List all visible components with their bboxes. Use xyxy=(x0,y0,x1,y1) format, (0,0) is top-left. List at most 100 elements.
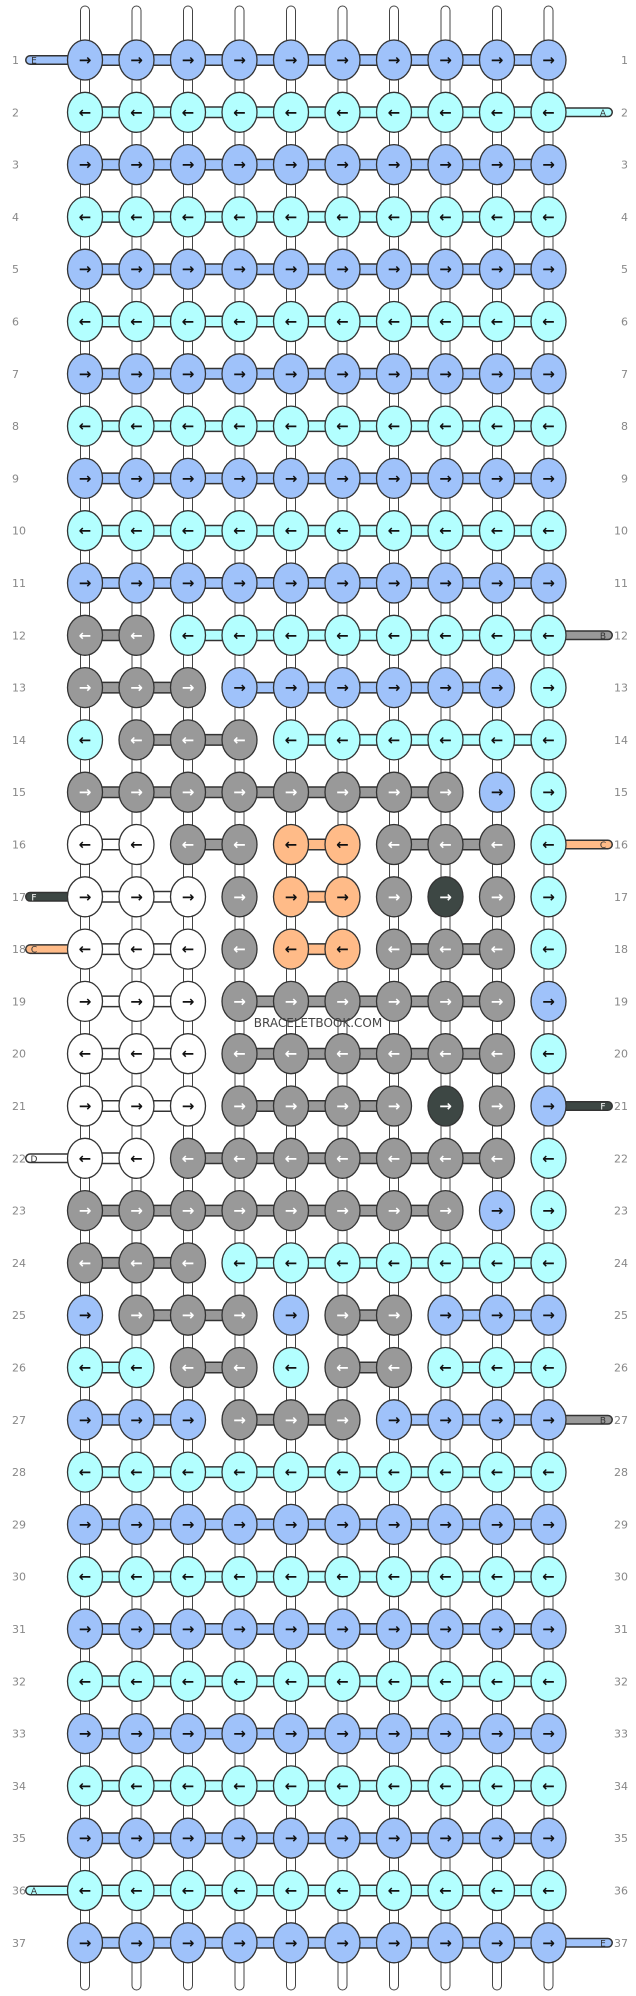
arrow-left-icon: ← xyxy=(285,208,298,226)
knot: → xyxy=(66,248,104,290)
arrow-right-icon: → xyxy=(182,469,195,487)
arrow-right-icon: → xyxy=(439,1411,452,1429)
arrow-left-icon: ← xyxy=(439,1672,452,1690)
arrow-left-icon: ← xyxy=(285,1149,298,1167)
knot-body xyxy=(530,666,567,709)
knot-body xyxy=(324,196,361,238)
arrow-left-icon: ← xyxy=(439,1254,452,1272)
knot: → xyxy=(169,1712,207,1755)
knot-body xyxy=(66,614,104,656)
row-number-right: 36 xyxy=(614,1885,628,1898)
knot: ← xyxy=(478,405,516,447)
knot: ← xyxy=(324,300,361,343)
knot-body xyxy=(221,457,258,500)
arrow-left-icon: ← xyxy=(130,103,143,121)
knot: → xyxy=(169,666,207,709)
arrow-left-icon: ← xyxy=(130,313,143,331)
knot: ← xyxy=(169,300,207,343)
knot-body xyxy=(375,876,413,918)
row-number-right: 18 xyxy=(614,943,628,956)
knot: ← xyxy=(169,1451,207,1493)
knot-body xyxy=(169,1242,207,1284)
knot: ← xyxy=(530,719,567,761)
arrow-right-icon: → xyxy=(182,679,195,697)
arrow-left-icon: ← xyxy=(285,522,298,540)
arrow-left-icon: ← xyxy=(182,1045,195,1063)
arrow-right-icon: → xyxy=(79,1306,92,1324)
knot-body xyxy=(221,1765,258,1807)
arrow-right-icon: → xyxy=(130,679,143,697)
knot: → xyxy=(118,1608,155,1650)
knot: ← xyxy=(478,510,516,552)
knot-body xyxy=(478,1137,516,1179)
arrow-left-icon: ← xyxy=(388,1672,401,1690)
knot-body xyxy=(324,1189,361,1232)
arrow-left-icon: ← xyxy=(233,1463,246,1481)
knot: ← xyxy=(272,1346,310,1389)
arrow-right-icon: → xyxy=(182,783,195,801)
arrow-right-icon: → xyxy=(130,365,143,383)
arrow-left-icon: ← xyxy=(388,1045,401,1063)
knot: ← xyxy=(169,1660,207,1702)
knot-body xyxy=(221,876,258,918)
arrow-right-icon: → xyxy=(182,1829,195,1847)
knot-body xyxy=(66,1189,104,1232)
knot: → xyxy=(530,143,567,186)
knot: ← xyxy=(221,719,258,761)
knot: → xyxy=(66,980,104,1023)
arrow-right-icon: → xyxy=(233,1829,246,1847)
arrow-left-icon: ← xyxy=(542,940,555,958)
knot: ← xyxy=(118,1451,155,1493)
knot: ← xyxy=(478,719,516,761)
knot: → xyxy=(66,876,104,918)
knot-body xyxy=(169,1503,207,1546)
knot: → xyxy=(427,353,464,395)
arrow-right-icon: → xyxy=(336,469,349,487)
arrow-left-icon: ← xyxy=(182,208,195,226)
knot: ← xyxy=(272,1765,310,1807)
knot: ← xyxy=(66,1346,104,1389)
arrow-right-icon: → xyxy=(542,783,555,801)
arrow-right-icon: → xyxy=(130,1620,143,1638)
knot: → xyxy=(375,980,413,1023)
row-number-left: 5 xyxy=(12,263,19,276)
arrow-right-icon: → xyxy=(233,260,246,278)
arrow-left-icon: ← xyxy=(233,1882,246,1900)
knot: ← xyxy=(221,823,258,866)
knot-body xyxy=(324,1712,361,1755)
knot-body xyxy=(478,39,516,81)
knot-body xyxy=(375,1189,413,1232)
knot-body xyxy=(169,562,207,604)
knot-body xyxy=(272,1346,310,1389)
knot-body xyxy=(272,562,310,604)
knot: → xyxy=(272,353,310,395)
arrow-right-icon: → xyxy=(285,1202,298,1220)
arrow-left-icon: ← xyxy=(233,103,246,121)
arrow-left-icon: ← xyxy=(182,626,195,644)
knot-body xyxy=(375,1817,413,1859)
knot-body xyxy=(272,928,310,970)
arrow-right-icon: → xyxy=(439,783,452,801)
row-number-left: 9 xyxy=(12,472,19,485)
knot: ← xyxy=(478,1556,516,1598)
knot-body xyxy=(427,928,464,970)
knot: → xyxy=(478,1922,516,1964)
knot-body xyxy=(530,1294,567,1336)
knot-body xyxy=(324,1242,361,1284)
knot: → xyxy=(169,1922,207,1964)
knot: ← xyxy=(375,1556,413,1598)
knot-body xyxy=(221,1608,258,1650)
knot-body xyxy=(66,196,104,238)
knot-body xyxy=(221,928,258,970)
knot: → xyxy=(272,39,310,81)
knot: → xyxy=(221,1294,258,1336)
arrow-right-icon: → xyxy=(233,156,246,174)
knot-body xyxy=(118,1712,155,1755)
knot: → xyxy=(375,1817,413,1859)
knot-body xyxy=(118,614,155,656)
arrow-right-icon: → xyxy=(542,1515,555,1533)
row-number-right: 35 xyxy=(614,1832,628,1845)
row-number-left: 14 xyxy=(12,734,26,747)
knot-body xyxy=(66,1765,104,1807)
